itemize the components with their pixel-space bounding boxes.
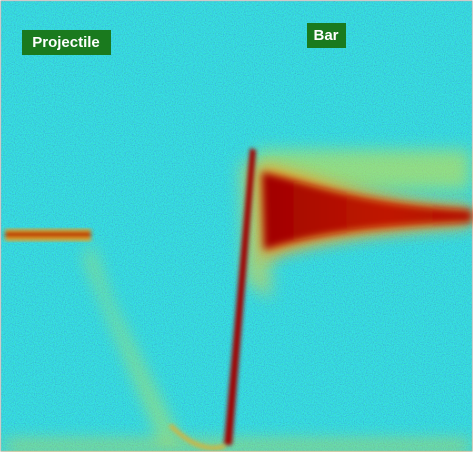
image: Projectile Bar <box>0 0 473 452</box>
label-text: Bar <box>313 27 338 44</box>
label-text: Projectile <box>32 34 100 51</box>
projectile-streak <box>5 229 91 241</box>
glow-bottom <box>5 440 470 452</box>
label-projectile: Projectile <box>22 30 111 55</box>
page: Projectile Bar (() => { const data = JSO… <box>0 0 473 452</box>
label-bar: Bar <box>307 23 346 48</box>
streak-core <box>5 232 91 237</box>
